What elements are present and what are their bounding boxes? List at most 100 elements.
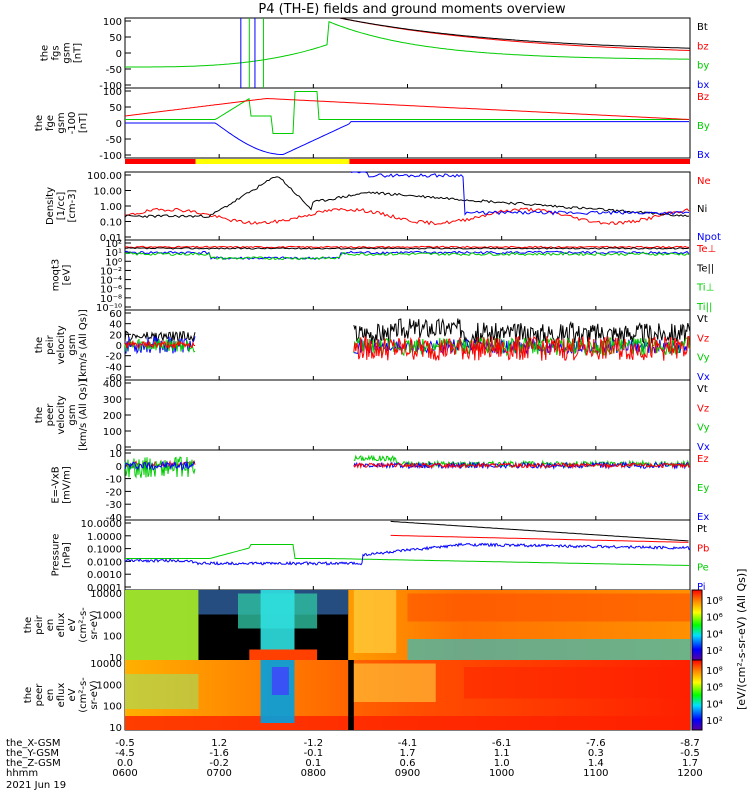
curve-pt bbox=[390, 520, 689, 542]
legend-te: Te⊥ bbox=[696, 244, 716, 255]
curve-peir-vz bbox=[124, 339, 195, 350]
curve-pi bbox=[124, 542, 691, 566]
panel-density: 100.00 10.00 1.00 0.10 0.01 Density [1/cc] [cm-… bbox=[45, 171, 721, 244]
y-axis-label: the bbox=[34, 115, 45, 131]
y-tick-label: 10⁻⁴ bbox=[100, 276, 122, 287]
y-tick-label: 100 bbox=[103, 702, 122, 713]
orbit-value: -0.2 bbox=[209, 758, 229, 769]
y-tick-label: 10.00 bbox=[93, 187, 122, 198]
y-tick-label: 1.00 bbox=[100, 202, 122, 213]
y-tick-label: 100 bbox=[103, 87, 122, 98]
legend-pe: Pe bbox=[697, 563, 709, 574]
y-axis-label: (cm²-s- bbox=[78, 677, 89, 713]
y-tick-label: 300 bbox=[103, 395, 122, 406]
orbit-value: 0.0 bbox=[117, 758, 133, 769]
spectrogram-region bbox=[353, 590, 397, 653]
y-tick-label: 100 bbox=[103, 427, 122, 438]
orbit-value: 1.0 bbox=[494, 758, 510, 769]
curve-by bbox=[125, 20, 690, 68]
curve-ti-par bbox=[124, 251, 690, 261]
curve-npot bbox=[350, 171, 690, 216]
y-axis-label: gsm bbox=[62, 42, 73, 63]
y-axis-label: [nT] bbox=[73, 43, 84, 63]
panel-pressure: 10.0000 1.0000 0.10000.0100 0.0010 0.0001 Pre… bbox=[51, 519, 710, 594]
legend-vx: Vx bbox=[697, 372, 710, 383]
y-axis-label: peir bbox=[45, 334, 56, 354]
orbit-value: -1.6 bbox=[209, 748, 229, 759]
orbit-value: -8.7 bbox=[680, 738, 700, 749]
curve-te-perp bbox=[124, 245, 690, 249]
y-axis-label: eV bbox=[67, 618, 78, 631]
legend-pt: Pt bbox=[697, 524, 707, 535]
y-tick-label: 0.0010 bbox=[87, 570, 122, 581]
y-tick-label: 100.00 bbox=[87, 171, 122, 182]
spectrogram-region bbox=[271, 667, 289, 695]
y-tick-label: 0.01 bbox=[100, 233, 122, 244]
legend-bx: Bx bbox=[697, 150, 710, 161]
orbit-value: 1.2 bbox=[211, 738, 227, 749]
legend-vx: Vx bbox=[697, 442, 710, 453]
y-axis-label: the bbox=[23, 617, 34, 633]
y-axis-label: gsm bbox=[67, 334, 78, 355]
y-tick-label: 50 bbox=[109, 33, 122, 44]
y-axis-label: [eV] bbox=[62, 265, 73, 286]
y-tick-label: -50 bbox=[106, 65, 122, 76]
panel-frame bbox=[124, 17, 691, 89]
y-tick-label: 20 bbox=[109, 330, 122, 341]
legend-vy: Vy bbox=[697, 353, 710, 364]
colorbar-tick-label: 10⁶ bbox=[706, 613, 723, 624]
y-tick-label: 10000 bbox=[90, 659, 122, 670]
y-tick-label: -20 bbox=[106, 487, 122, 498]
legend-ti: Ti⊥ bbox=[696, 283, 714, 294]
y-tick-label: 400 bbox=[103, 379, 122, 390]
y-tick-label: 100 bbox=[103, 632, 122, 643]
y-axis-label: peir bbox=[34, 614, 45, 634]
panel-peer_vel: 400 300 200 100 0 the peer velocity gsm [km/s (Al… bbox=[34, 379, 710, 454]
spectrogram-region bbox=[260, 590, 295, 660]
y-axis-label: eV bbox=[67, 688, 78, 701]
y-axis-label: [1/cc] bbox=[56, 192, 67, 221]
panel-frame bbox=[124, 449, 691, 521]
y-tick-label: 10 bbox=[109, 723, 122, 734]
orbit-value: -6.1 bbox=[492, 738, 512, 749]
x-tick-label: 1100 bbox=[583, 768, 608, 779]
orbit-value: 0.3 bbox=[588, 748, 604, 759]
legend-ey: Ey bbox=[697, 483, 709, 494]
panel-frame bbox=[124, 239, 691, 311]
y-axis-label: Pressure bbox=[51, 534, 62, 577]
y-tick-label: 0.0100 bbox=[87, 557, 122, 568]
y-axis-label: E=-VxB bbox=[51, 466, 62, 503]
y-tick-label: 10² bbox=[105, 239, 122, 250]
curve-peir-vt2 bbox=[353, 317, 691, 345]
spectrogram-region bbox=[407, 639, 690, 660]
y-tick-label: 10000 bbox=[90, 589, 122, 600]
y-tick-label: -30 bbox=[106, 500, 122, 511]
orbit-value: -4.5 bbox=[115, 748, 135, 759]
spectrogram-region bbox=[407, 593, 690, 622]
y-tick-label: 0.1000 bbox=[87, 545, 122, 556]
y-axis-label: velocity bbox=[56, 325, 67, 364]
y-tick-label: 100 bbox=[103, 17, 122, 28]
status-bar-segment bbox=[195, 159, 350, 164]
colorbar-tick-label: 10⁸ bbox=[706, 666, 723, 677]
chart-title: P4 (TH-E) fields and ground moments over… bbox=[258, 2, 566, 17]
legend-ez: Ez bbox=[697, 454, 709, 465]
orbit-row-name: the_X-GSM bbox=[6, 738, 60, 749]
y-axis-label: the bbox=[34, 337, 45, 353]
legend-ne: Ne bbox=[697, 176, 711, 187]
curve-fge-bz bbox=[124, 97, 690, 120]
colorbar-tick-label: 10⁸ bbox=[706, 596, 723, 607]
y-axis-label: [km/s (All Qs)] bbox=[78, 309, 89, 381]
curve-fge-bx bbox=[125, 121, 689, 155]
y-tick-label: 1000 bbox=[97, 680, 122, 691]
y-tick-label: 10 bbox=[109, 653, 122, 664]
x-axis-label: hhmm bbox=[6, 768, 38, 779]
orbit-row-name: the_Z-GSM bbox=[6, 758, 61, 769]
y-tick-label: 0 bbox=[116, 119, 122, 130]
orbit-value: -0.5 bbox=[680, 748, 700, 759]
curve-ti-perp bbox=[124, 250, 690, 261]
legend-vt: Vt bbox=[697, 314, 708, 325]
